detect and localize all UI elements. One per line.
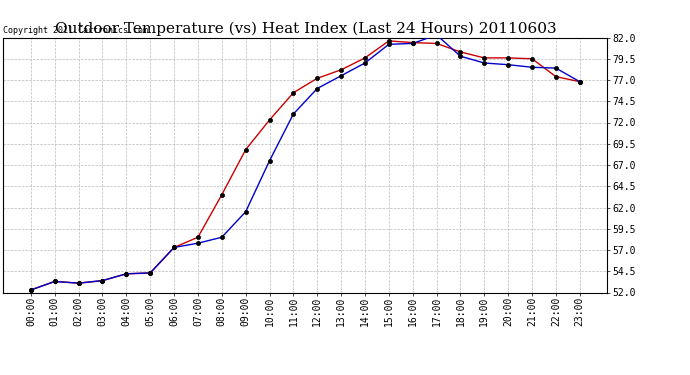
Title: Outdoor Temperature (vs) Heat Index (Last 24 Hours) 20110603: Outdoor Temperature (vs) Heat Index (Las… xyxy=(55,22,556,36)
Text: Copyright 2011 Cartronics.com: Copyright 2011 Cartronics.com xyxy=(3,26,148,35)
